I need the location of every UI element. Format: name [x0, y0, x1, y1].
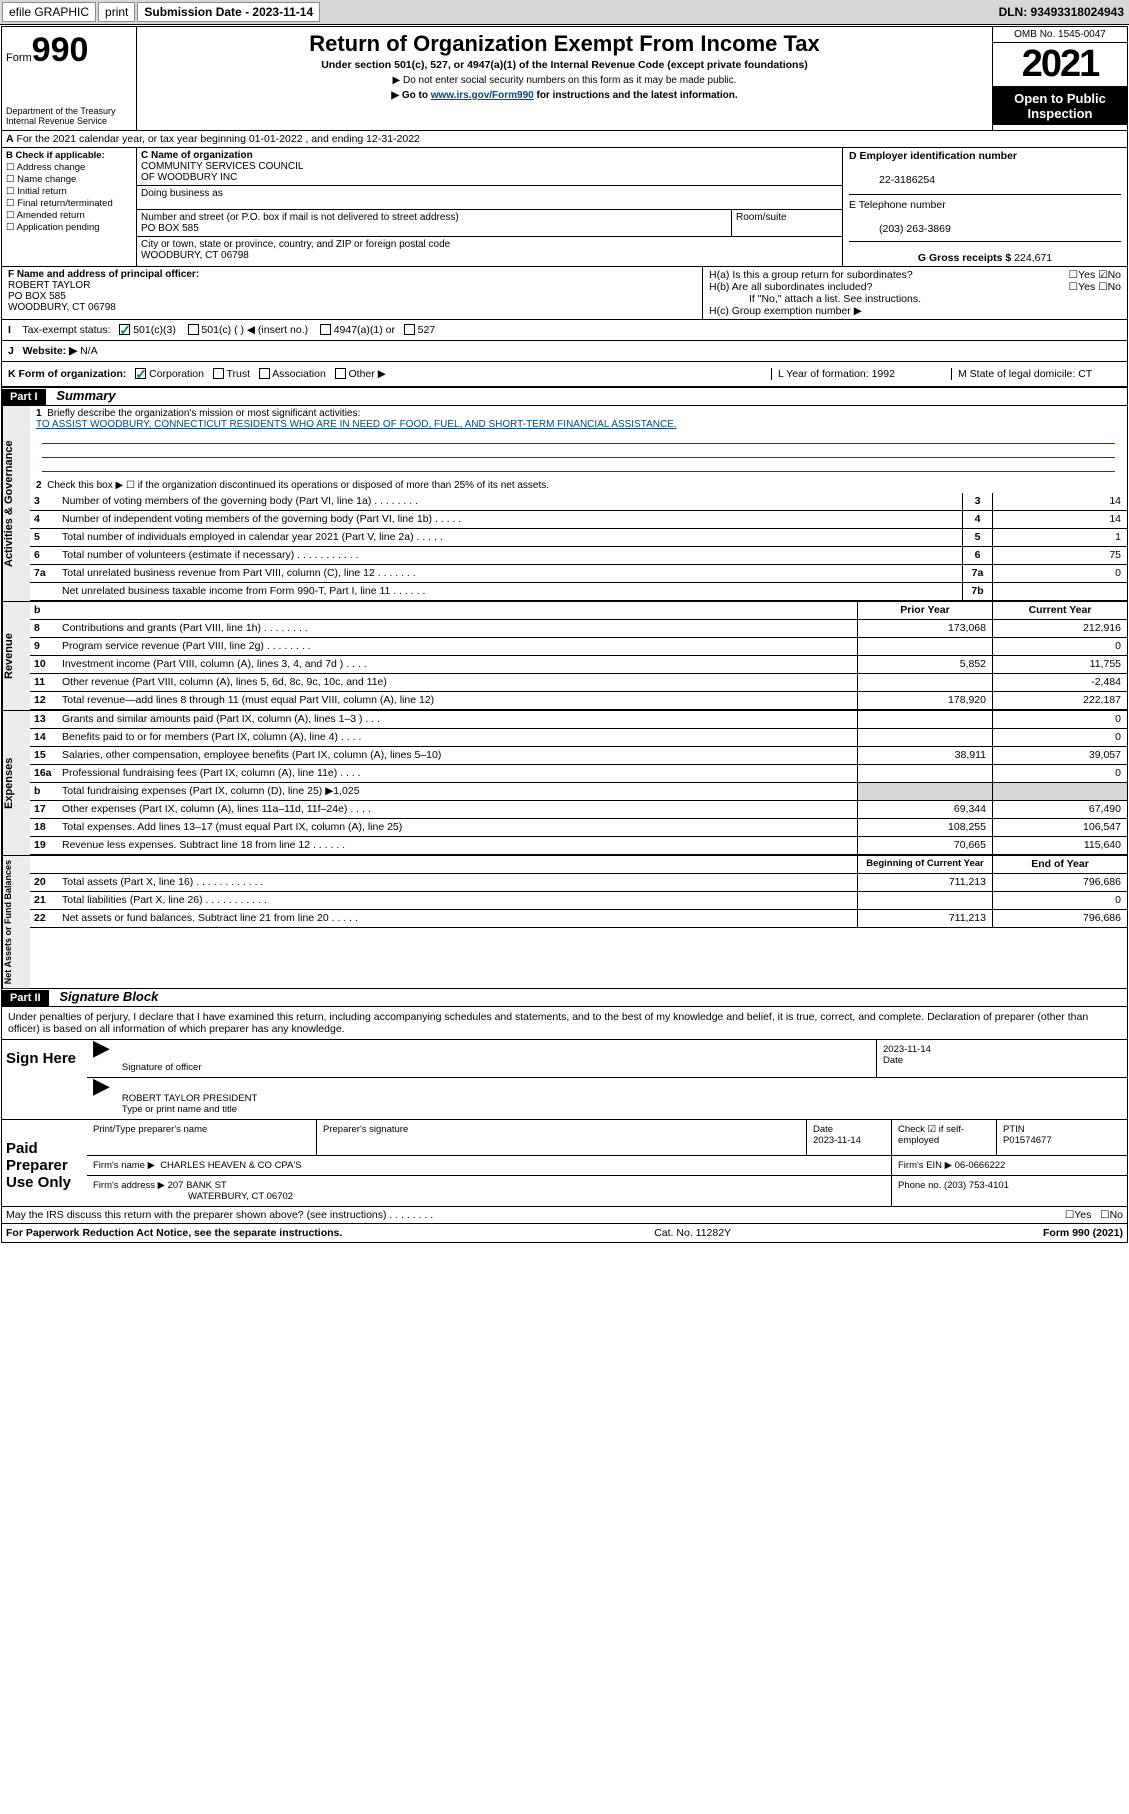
form-title: Return of Organization Exempt From Incom…	[141, 31, 988, 57]
section-J: J Website: ▶ N/A	[8, 345, 98, 357]
part1-name: Summary	[48, 386, 123, 405]
section-C-dba: Doing business as	[137, 186, 842, 210]
side-netassets: Net Assets or Fund Balances	[2, 856, 30, 988]
table-row: 15Salaries, other compensation, employee…	[30, 747, 1127, 765]
section-K: K Form of organization: Corporation Trus…	[8, 368, 771, 380]
section-I: I Tax-exempt status: 501(c)(3) 501(c) ( …	[8, 324, 1121, 336]
dln-label: DLN: 93493318024943	[996, 5, 1127, 19]
room-suite: Room/suite	[732, 210, 842, 236]
paid-preparer: Paid Preparer Use Only	[2, 1120, 87, 1206]
paperwork-notice: For Paperwork Reduction Act Notice, see …	[6, 1227, 342, 1239]
form-ref: Form 990 (2021)	[1043, 1227, 1123, 1239]
form-number: Form990	[6, 31, 132, 70]
section-E: E Telephone number (203) 263-3869	[849, 199, 1121, 242]
open-inspection: Open to PublicInspection	[993, 87, 1127, 125]
sign-here: Sign Here	[2, 1040, 87, 1119]
dept-label: Department of the Treasury	[6, 106, 132, 116]
irs-link[interactable]: www.irs.gov/Form990	[431, 90, 534, 101]
table-row: 17Other expenses (Part IX, column (A), l…	[30, 801, 1127, 819]
table-row: 10Investment income (Part VIII, column (…	[30, 656, 1127, 674]
table-row: 9Program service revenue (Part VIII, lin…	[30, 638, 1127, 656]
section-L: L Year of formation: 1992	[771, 368, 951, 380]
caret-icon: ▶	[87, 1040, 116, 1077]
form-subtitle: Under section 501(c), 527, or 4947(a)(1)…	[141, 59, 988, 71]
na-header: Beginning of Current Year End of Year	[30, 856, 1127, 874]
print-button[interactable]: print	[98, 2, 135, 22]
section-C-street: Number and street (or P.O. box if mail i…	[137, 210, 732, 236]
side-governance: Activities & Governance	[2, 406, 30, 601]
line-2: 2 Check this box ▶ ☐ if the organization…	[30, 474, 1127, 493]
table-row: 14Benefits paid to or for members (Part …	[30, 729, 1127, 747]
table-row: 18Total expenses. Add lines 13–17 (must …	[30, 819, 1127, 837]
line-A: A For the 2021 calendar year, or tax yea…	[2, 131, 1127, 148]
part2-header: Part II	[2, 990, 49, 1006]
caret-icon: ▶	[87, 1078, 116, 1119]
table-row: bTotal fundraising expenses (Part IX, co…	[30, 783, 1127, 801]
omb-number: OMB No. 1545-0047	[993, 27, 1127, 43]
side-expenses: Expenses	[2, 711, 30, 855]
part2-name: Signature Block	[51, 987, 166, 1006]
table-row: 3Number of voting members of the governi…	[30, 493, 1127, 511]
section-M: M State of legal domicile: CT	[951, 368, 1121, 380]
table-row: 16aProfessional fundraising fees (Part I…	[30, 765, 1127, 783]
table-row: 19Revenue less expenses. Subtract line 1…	[30, 837, 1127, 855]
section-C-city: City or town, state or province, country…	[137, 237, 842, 263]
form-note2: ▶ Go to www.irs.gov/Form990 for instruct…	[141, 90, 988, 101]
table-row: 12Total revenue—add lines 8 through 11 (…	[30, 692, 1127, 710]
section-C-name: C Name of organization COMMUNITY SERVICE…	[137, 148, 842, 186]
table-row: 5Total number of individuals employed in…	[30, 529, 1127, 547]
section-D: D Employer identification number 22-3186…	[849, 150, 1121, 195]
table-row: 4Number of independent voting members of…	[30, 511, 1127, 529]
irs-label: Internal Revenue Service	[6, 116, 132, 126]
table-row: 8Contributions and grants (Part VIII, li…	[30, 620, 1127, 638]
self-employed-check[interactable]: Check ☑ if self-employed	[892, 1120, 997, 1155]
form-note1: ▶ Do not enter social security numbers o…	[141, 75, 988, 86]
table-row: 20Total assets (Part X, line 16) . . . .…	[30, 874, 1127, 892]
form-page: Form990 Department of the Treasury Inter…	[1, 26, 1128, 1243]
table-row: 21Total liabilities (Part X, line 26) . …	[30, 892, 1127, 910]
efile-badge: efile GRAPHIC	[2, 2, 96, 22]
table-row: 11Other revenue (Part VIII, column (A), …	[30, 674, 1127, 692]
table-row: 13Grants and similar amounts paid (Part …	[30, 711, 1127, 729]
section-B: B Check if applicable: ☐ Address change …	[2, 148, 137, 266]
table-row: 7aTotal unrelated business revenue from …	[30, 565, 1127, 583]
top-bar: efile GRAPHIC print Submission Date - 20…	[0, 0, 1129, 25]
table-row: Net unrelated business taxable income fr…	[30, 583, 1127, 601]
section-F: F Name and address of principal officer:…	[2, 267, 702, 319]
cat-no: Cat. No. 11282Y	[342, 1227, 1043, 1239]
part1-header: Part I	[2, 389, 46, 405]
submission-date: Submission Date - 2023-11-14	[137, 2, 320, 22]
declaration: Under penalties of perjury, I declare th…	[2, 1007, 1127, 1039]
table-row: 22Net assets or fund balances. Subtract …	[30, 910, 1127, 928]
tax-year: 2021	[993, 43, 1127, 87]
side-revenue: Revenue	[2, 602, 30, 710]
table-row: 6Total number of volunteers (estimate if…	[30, 547, 1127, 565]
section-G: G Gross receipts $ 224,671	[849, 246, 1121, 264]
section-H: H(a) Is this a group return for subordin…	[702, 267, 1127, 319]
line-1: 1 Briefly describe the organization's mi…	[30, 406, 1127, 474]
may-discuss: May the IRS discuss this return with the…	[2, 1207, 1127, 1224]
rev-header: b Prior Year Current Year	[30, 602, 1127, 620]
